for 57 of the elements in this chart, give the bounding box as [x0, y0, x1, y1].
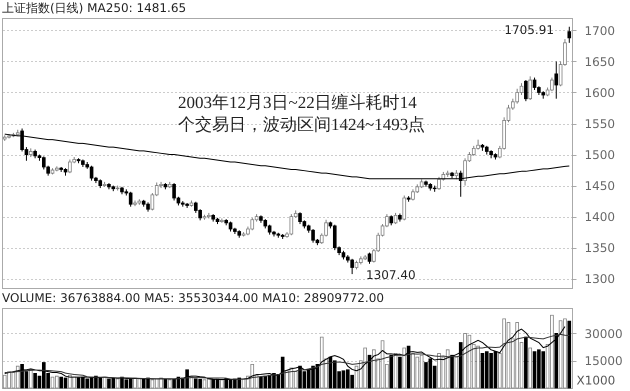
- bar: [532, 351, 536, 388]
- candlestick: [394, 212, 398, 225]
- candlestick: [311, 228, 315, 244]
- chart-title: VOLUME: 36763884.00 MA5: 35530344.00 MA10: 28909772.00: [2, 291, 384, 305]
- y-tick-label: 1550: [584, 117, 616, 132]
- y-axis-title: X1000: [576, 374, 616, 388]
- candlestick: [42, 156, 46, 170]
- y-tick-label: 1600: [584, 86, 616, 100]
- y-tick-label: 1500: [584, 148, 616, 162]
- bar: [198, 378, 202, 388]
- bar: [524, 336, 528, 388]
- candlestick: [567, 26, 572, 44]
- candlestick: [437, 176, 441, 190]
- candlestick: [532, 77, 536, 90]
- candlestick: [332, 224, 337, 251]
- y-tick-label: 1700: [584, 24, 616, 38]
- y-tick-label: 1300: [584, 272, 616, 286]
- candlestick: [298, 212, 302, 225]
- y-tick-label: 1450: [584, 179, 616, 194]
- bar: [332, 360, 337, 388]
- y-tick-label: 1650: [584, 54, 616, 69]
- annotation: 1307.40: [366, 268, 416, 282]
- candlestick: [554, 60, 558, 100]
- bar: [484, 351, 489, 388]
- bar: [107, 378, 111, 388]
- candlestick: [411, 188, 415, 201]
- candlestick: [402, 195, 406, 221]
- candlestick: [524, 80, 528, 102]
- chart-title: 上证指数(日线) MA250: 1481.65: [2, 1, 186, 15]
- candlestick: [228, 221, 232, 232]
- candlestick: [550, 77, 554, 92]
- candlestick: [368, 252, 372, 264]
- candlestick: [146, 202, 150, 212]
- candlestick: [350, 258, 354, 275]
- bar: [541, 351, 546, 388]
- candlestick: [463, 158, 467, 186]
- candlestick: [128, 191, 132, 208]
- y-tick-label: 30000: [584, 326, 623, 341]
- candlestick: [454, 170, 458, 180]
- candlestick: [528, 76, 532, 100]
- bar: [480, 353, 484, 388]
- y-tick-label: 1400: [584, 210, 616, 224]
- candlestick: [68, 159, 72, 174]
- annotation: 1705.91: [504, 23, 554, 37]
- bar: [342, 370, 346, 388]
- y-tick-label: 1350: [584, 241, 616, 256]
- candlestick: [90, 165, 94, 182]
- candlestick: [263, 218, 268, 229]
- candlestick: [389, 214, 394, 226]
- bar: [424, 362, 428, 388]
- candlestick: [172, 182, 176, 201]
- bar: [259, 376, 263, 388]
- bar: [567, 320, 572, 388]
- y-tick-label: 15000: [584, 354, 623, 368]
- bar: [263, 376, 268, 388]
- candlestick: [250, 217, 254, 231]
- annotation: 2003年12月3日~22日缠斗耗时14 个交易日，波动区间1424~1493点: [178, 93, 426, 134]
